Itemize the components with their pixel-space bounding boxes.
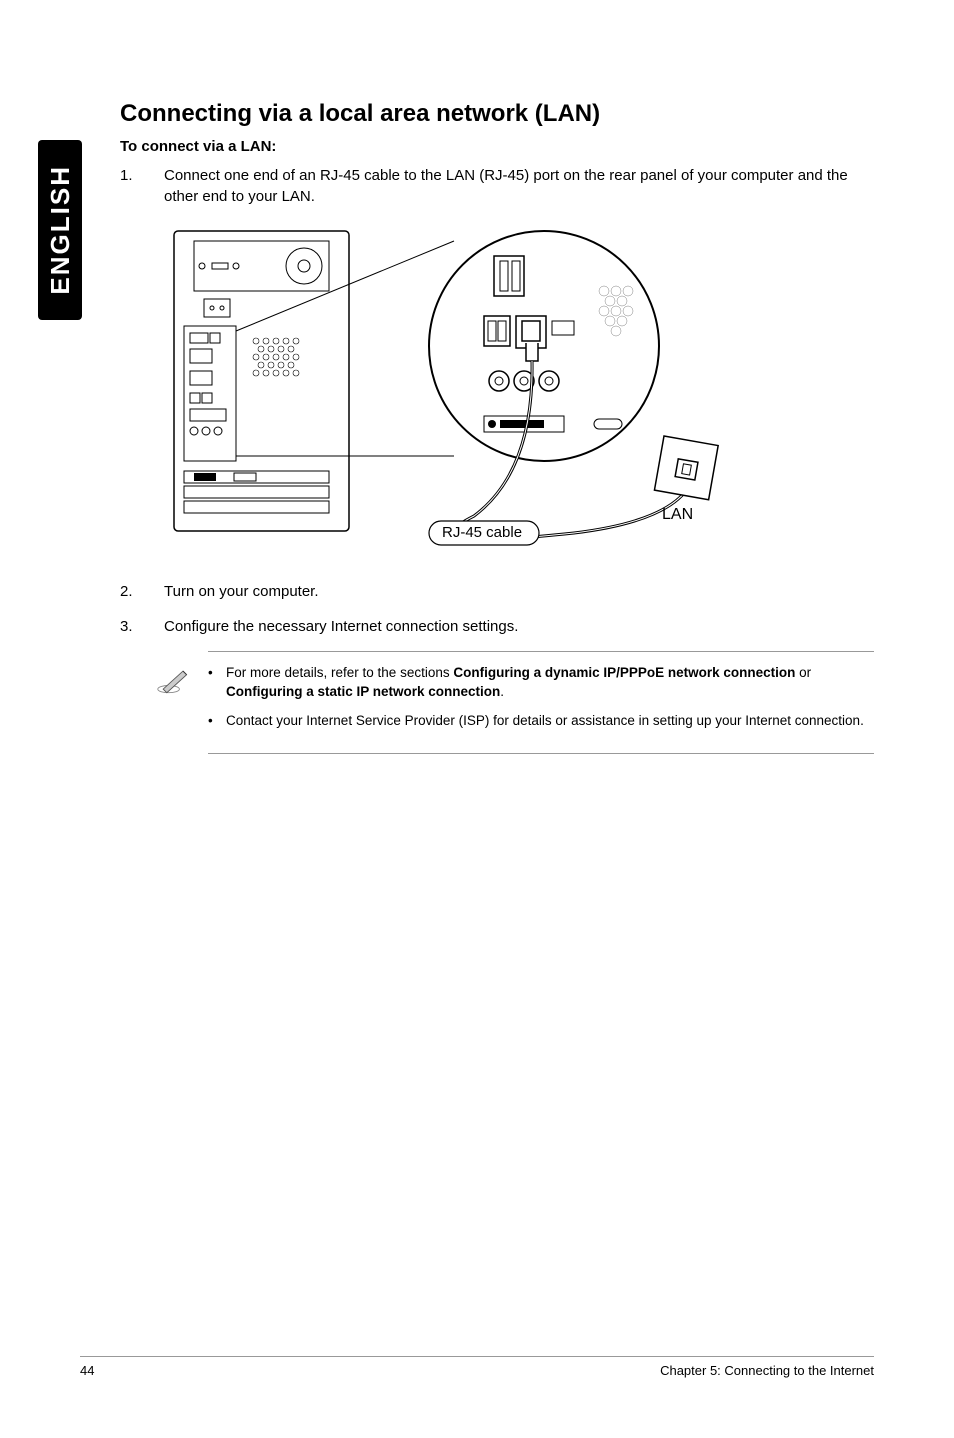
step-item: 3. Configure the necessary Internet conn… xyxy=(120,616,874,637)
note-item: Contact your Internet Service Provider (… xyxy=(208,712,874,731)
step-item: 1. Connect one end of an RJ-45 cable to … xyxy=(120,165,874,207)
note-block: For more details, refer to the sections … xyxy=(208,651,874,754)
step-number: 1. xyxy=(120,165,164,207)
language-tab-label: ENGLISH xyxy=(45,165,76,295)
step-text: Connect one end of an RJ-45 cable to the… xyxy=(164,165,874,207)
chapter-label: Chapter 5: Connecting to the Internet xyxy=(660,1363,874,1378)
step-text: Turn on your computer. xyxy=(164,581,874,602)
language-tab: ENGLISH xyxy=(38,140,82,320)
page-number: 44 xyxy=(80,1363,94,1378)
steps-list: 1. Connect one end of an RJ-45 cable to … xyxy=(120,165,874,207)
note-text: For more details, refer to the sections … xyxy=(226,664,874,702)
connection-diagram: RJ-45 cable LAN xyxy=(164,221,744,551)
cable-label: RJ-45 cable xyxy=(442,524,522,541)
step-number: 2. xyxy=(120,581,164,602)
step-number: 3. xyxy=(120,616,164,637)
page-title: Connecting via a local area network (LAN… xyxy=(120,100,874,128)
page-footer: 44 Chapter 5: Connecting to the Internet xyxy=(80,1356,874,1378)
pen-note-icon xyxy=(156,666,192,696)
steps-list-continued: 2. Turn on your computer. 3. Configure t… xyxy=(120,581,874,637)
main-content: Connecting via a local area network (LAN… xyxy=(120,100,874,754)
step-item: 2. Turn on your computer. xyxy=(120,581,874,602)
step-text: Configure the necessary Internet connect… xyxy=(164,616,874,637)
lan-label: LAN xyxy=(662,506,693,524)
note-text: Contact your Internet Service Provider (… xyxy=(226,712,874,731)
section-subheading: To connect via a LAN: xyxy=(120,138,874,155)
note-item: For more details, refer to the sections … xyxy=(208,664,874,702)
diagram-svg xyxy=(164,221,744,551)
